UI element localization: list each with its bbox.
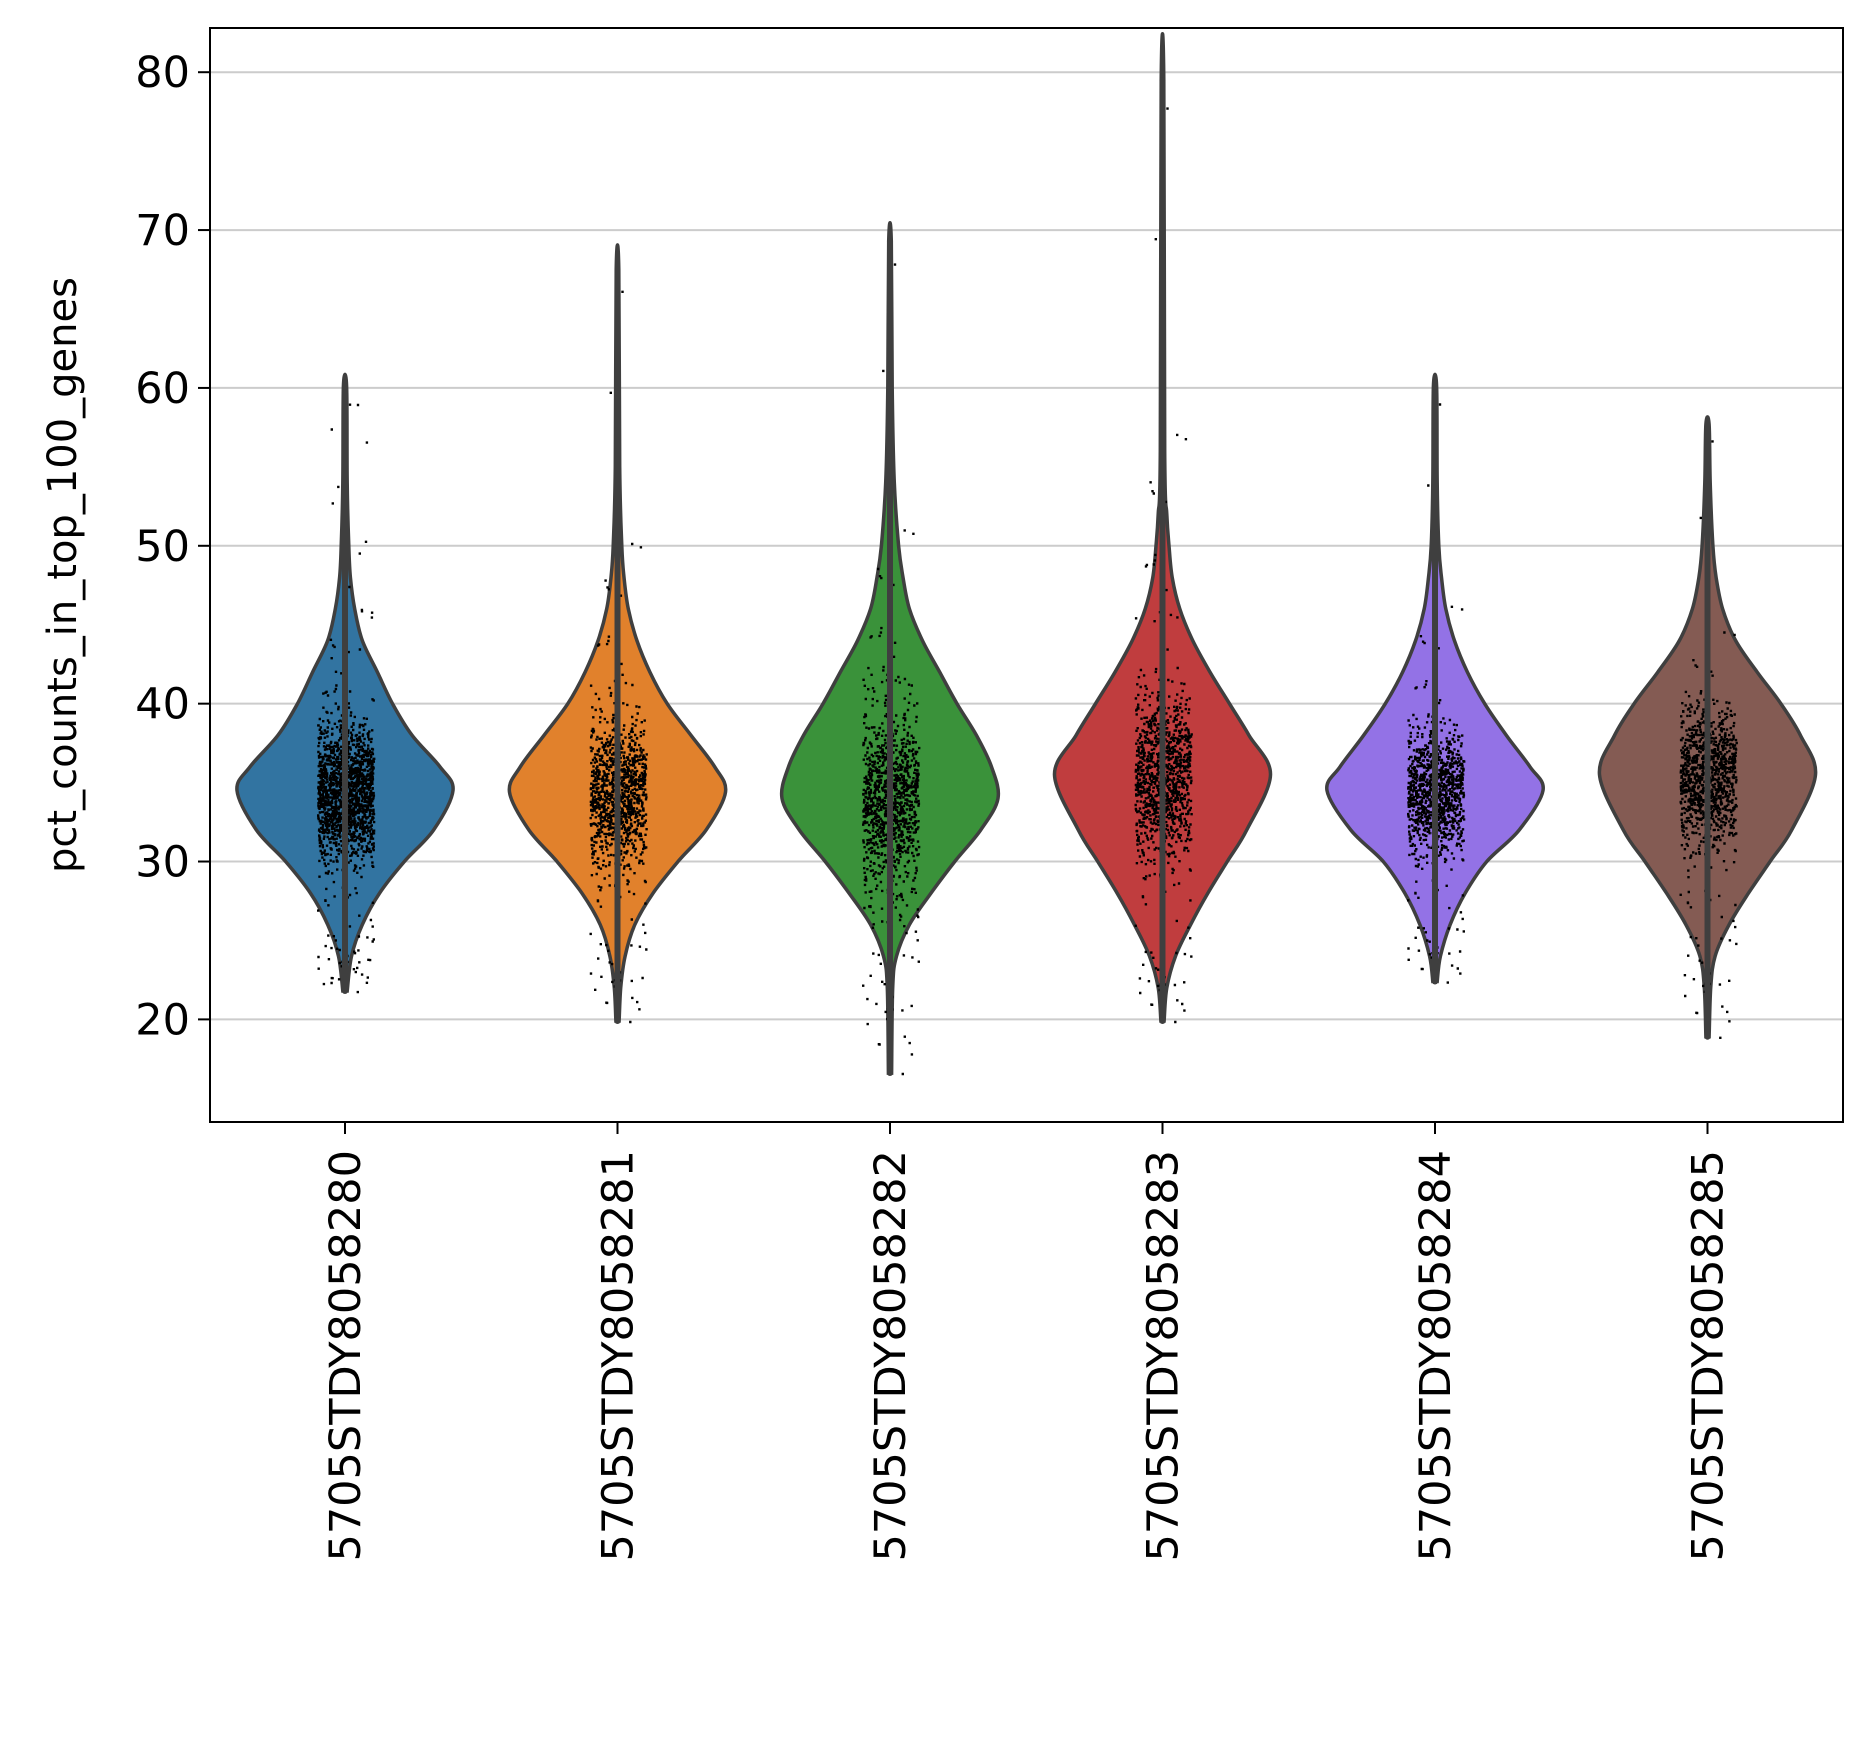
x-axis: 5705STDY8058280 5705STDY8058281 5705STDY80… — [321, 1122, 1734, 1562]
grid-layer — [210, 71, 1843, 1021]
plot-frame — [209, 27, 1844, 1123]
y-tick-label: 70 — [135, 206, 190, 256]
y-axis-label: pct_counts_in_top_100_genes — [40, 277, 86, 873]
points-layer — [317, 107, 1738, 1076]
points-5705STDY8058284 — [1407, 403, 1466, 984]
points-5705STDY8058283-cloud — [1134, 107, 1193, 1024]
x-tick-label-5705STDY8058280: 5705STDY8058280 — [321, 1150, 371, 1562]
points-5705STDY8058283 — [1134, 107, 1193, 1024]
y-tick-label: 50 — [135, 522, 190, 572]
y-tick-label: 80 — [135, 48, 190, 98]
y-axis: 20 30 40 50 60 70 80 — [135, 48, 210, 1045]
x-tick-label-5705STDY8058283: 5705STDY8058283 — [1139, 1150, 1189, 1562]
points-5705STDY8058282-cloud — [862, 263, 921, 1076]
violin-layer — [235, 32, 1818, 1075]
y-tick-label: 20 — [135, 995, 190, 1045]
y-tick-label: 60 — [135, 364, 190, 414]
points-5705STDY8058284-cloud — [1407, 403, 1466, 984]
x-tick-label-5705STDY8058281: 5705STDY8058281 — [594, 1150, 644, 1562]
x-tick-label-5705STDY8058284: 5705STDY8058284 — [1411, 1150, 1461, 1562]
y-tick-label: 40 — [135, 680, 190, 730]
x-tick-label-5705STDY8058285: 5705STDY8058285 — [1684, 1150, 1734, 1562]
whisker-layer — [342, 77, 1711, 1077]
points-5705STDY8058282 — [862, 263, 921, 1076]
y-tick-label: 30 — [135, 838, 190, 888]
x-tick-label-5705STDY8058282: 5705STDY8058282 — [866, 1150, 916, 1562]
